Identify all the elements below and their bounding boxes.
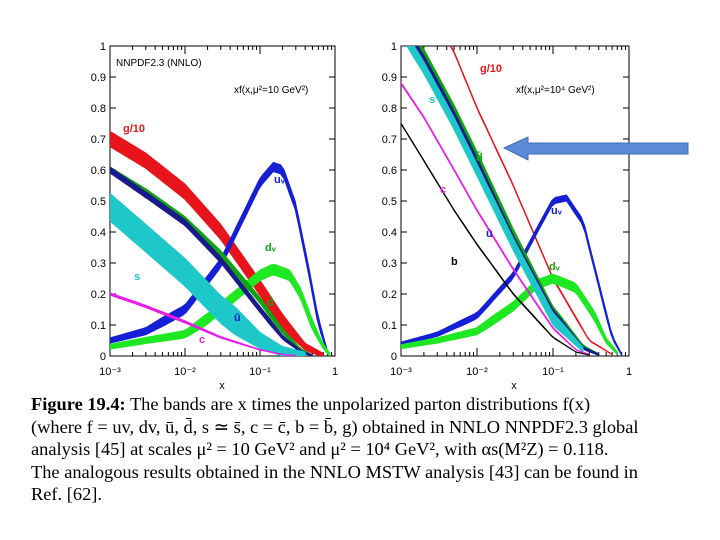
series-central-g/10 <box>110 138 324 356</box>
series-band-s <box>110 192 306 356</box>
y-tick-label: 0.5 <box>91 196 106 208</box>
plot-panel-1: 0 0.1 0.2 0.3 0.4 0.5 0.6 0.7 0.8 0.9 1 10⁻³ 10⁻² 10⁻… <box>91 41 338 392</box>
series-group <box>110 130 331 356</box>
series-label-uv: uᵥ <box>551 205 563 217</box>
series-label-b: b <box>451 256 458 268</box>
panel-subtitle: xf(x,μ²=10 GeV²) <box>234 85 308 96</box>
x-axis-label: x <box>511 380 517 392</box>
series-label-c: c <box>440 184 446 196</box>
series-central-c <box>110 293 296 356</box>
y-tick-label: 1 <box>100 41 106 53</box>
y-tick-label: 0 <box>391 351 397 363</box>
y-tick-label: 0.2 <box>382 289 397 301</box>
x-tick-label: 10⁻² <box>466 366 488 378</box>
annotation-arrow <box>502 136 689 161</box>
x-tick-label: 1 <box>332 366 338 378</box>
series-label-c: c <box>199 334 205 346</box>
series-label-dv: dᵥ <box>265 242 277 254</box>
series-central-ubar <box>415 46 599 356</box>
y-tick-label: 0.2 <box>91 289 106 301</box>
series-band-ubar <box>110 166 313 356</box>
series-label-dv: dᵥ <box>549 261 561 273</box>
series-band-g/10 <box>449 46 613 356</box>
x-tick-label: 10⁻¹ <box>542 366 564 378</box>
caption-line-2: (where f = uv, dv, ū, d̄, s ≃ s̄, c = c̄… <box>31 416 639 437</box>
y-tick-label: 0.9 <box>382 72 397 84</box>
series-central-uv <box>401 197 622 355</box>
caption-line-4: The analogous results obtained in the NN… <box>31 461 638 482</box>
y-tick-label: 0 <box>100 351 106 363</box>
y-tick-label: 0.7 <box>91 134 106 146</box>
series-label-dbar: d̄ <box>476 152 483 164</box>
series-label-ubar: ū <box>486 228 493 240</box>
series-central-ubar <box>110 169 313 356</box>
y-tick-label: 0.1 <box>382 320 397 332</box>
series-label-s: s <box>429 94 435 106</box>
series-central-b <box>401 123 590 356</box>
series-band-uv <box>401 194 622 356</box>
x-tick-label: 10⁻³ <box>390 366 412 378</box>
series-label-ubar: ū <box>234 312 241 324</box>
y-tick-label: 0.4 <box>382 227 397 239</box>
series-band-dv <box>401 273 618 356</box>
y-tick-label: 0.9 <box>91 72 106 84</box>
plot-panel-2: 0 0.1 0.2 0.3 0.4 0.5 0.6 0.7 0.8 0.9 1 10⁻³ 10⁻² 10⁻… <box>382 41 632 392</box>
series-group <box>401 46 622 356</box>
series-central-dv <box>401 278 618 354</box>
y-tick-label: 0.8 <box>91 103 106 115</box>
caption-line-5: Ref. [62]. <box>31 484 102 504</box>
series-band-b <box>401 122 590 356</box>
series-label-dbar: d̄ <box>267 297 274 309</box>
figure-label: Figure 19.4: <box>31 394 126 414</box>
series-label-s: s <box>134 271 140 283</box>
series-central-c <box>401 83 590 355</box>
series-label-g/10: g/10 <box>123 123 145 135</box>
x-tick-label: 10⁻³ <box>99 366 121 378</box>
figure-caption: Figure 19.4: The bands are x times the u… <box>31 393 711 506</box>
y-tick-label: 0.3 <box>382 258 397 270</box>
series-band-c <box>110 292 297 356</box>
x-tick-label: 10⁻¹ <box>249 366 271 378</box>
y-tick-label: 0.4 <box>91 227 106 239</box>
series-central-g/10 <box>450 46 613 355</box>
caption-line-3: analysis [45] at scales μ² = 10 GeV² and… <box>31 439 609 459</box>
y-tick-label: 0.7 <box>382 134 397 146</box>
y-tick-label: 0.6 <box>91 165 106 177</box>
caption-text-1: The bands are x times the unpolarized pa… <box>129 394 591 414</box>
y-tick-label: 1 <box>391 41 397 53</box>
series-central-dbar <box>110 169 313 356</box>
panel-title: NNPDF2.3 (NNLO) <box>116 58 202 69</box>
series-central-s <box>410 46 584 351</box>
series-band-dbar <box>110 166 313 356</box>
x-axis-label: x <box>219 380 225 392</box>
y-tick-label: 0.6 <box>382 165 397 177</box>
panel-subtitle: xf(x,μ²=10⁴ GeV²) <box>516 85 595 96</box>
series-label-uv: uᵥ <box>274 174 286 186</box>
caption-line-1: Figure 19.4: The bands are x times the u… <box>31 393 711 416</box>
series-central-uv <box>110 166 328 353</box>
series-label-g/10: g/10 <box>480 63 502 75</box>
series-central-s <box>110 206 306 356</box>
y-tick-label: 0.3 <box>91 258 106 270</box>
series-band-g/10 <box>110 130 324 356</box>
y-tick-label: 0.5 <box>382 196 397 208</box>
y-tick-label: 0.8 <box>382 103 397 115</box>
y-tick-label: 0.1 <box>91 320 106 332</box>
x-tick-label: 10⁻² <box>174 366 196 378</box>
x-tick-label: 1 <box>626 366 632 378</box>
